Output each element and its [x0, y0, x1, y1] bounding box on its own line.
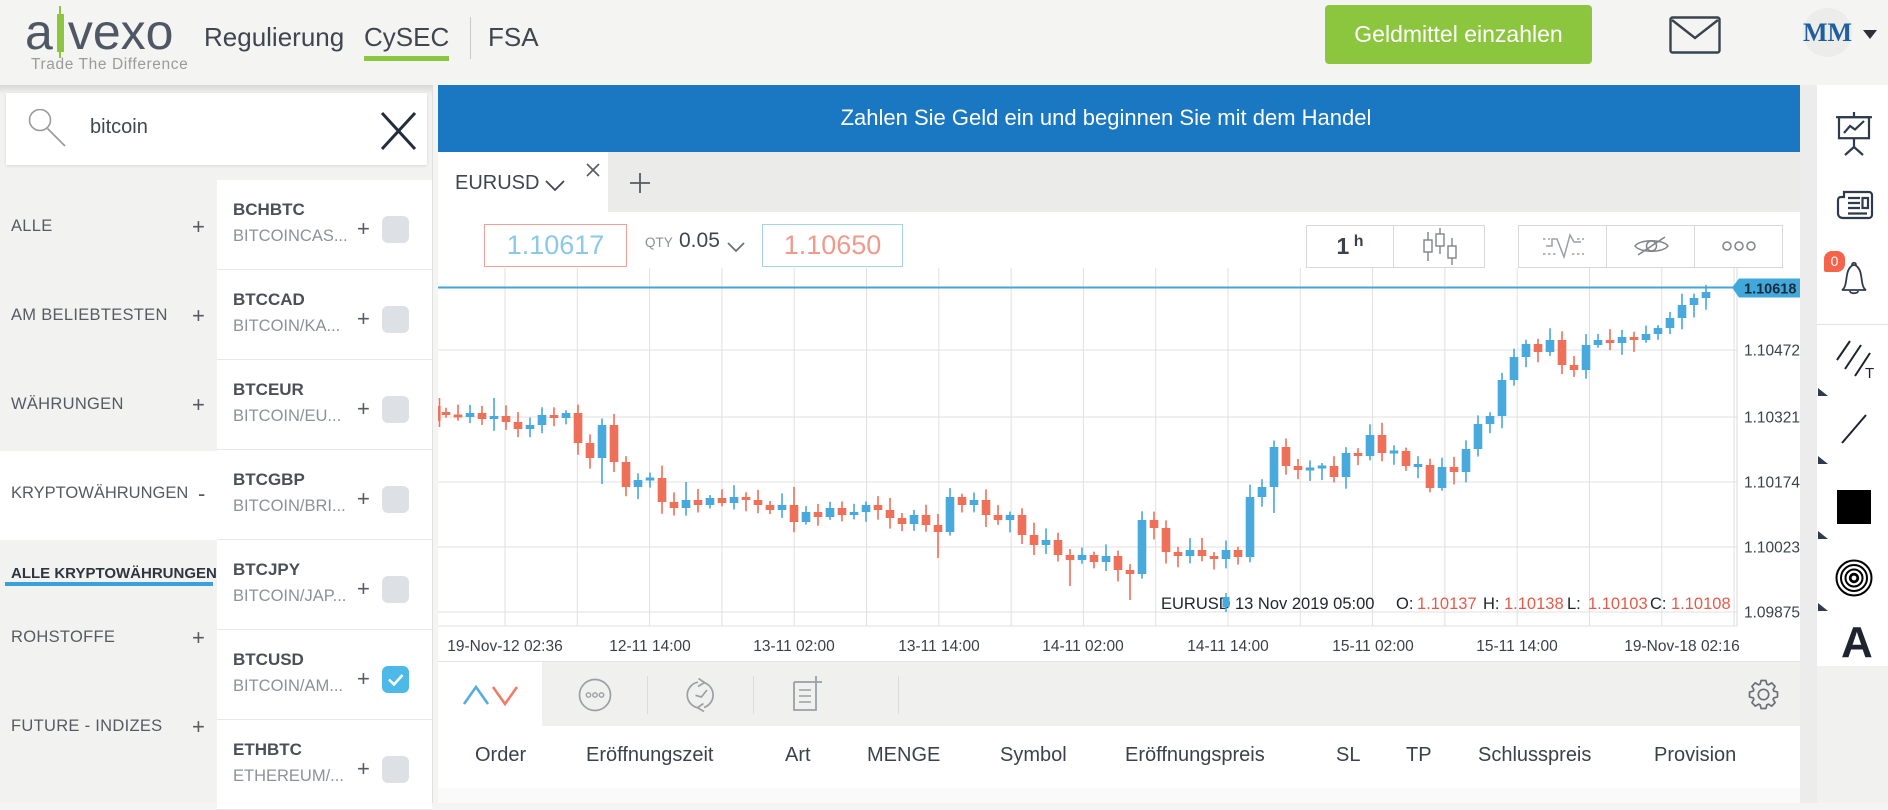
- svg-text:EURUSD: EURUSD: [1161, 595, 1231, 613]
- svg-text:15-11 14:00: 15-11 14:00: [1476, 638, 1558, 655]
- svg-text:1.10108: 1.10108: [1671, 595, 1731, 613]
- svg-text:13 Nov 2019 05:00: 13 Nov 2019 05:00: [1235, 595, 1374, 613]
- svg-text:H:: H:: [1483, 595, 1500, 613]
- svg-text:T: T: [1865, 365, 1874, 381]
- svg-text:1.10138: 1.10138: [1504, 595, 1564, 613]
- svg-text:1.10103: 1.10103: [1588, 595, 1648, 613]
- svg-text:1.09875: 1.09875: [1744, 605, 1800, 622]
- svg-text:19-Nov-12 02:36: 19-Nov-12 02:36: [447, 638, 562, 655]
- svg-text:14-11 02:00: 14-11 02:00: [1042, 638, 1124, 655]
- svg-text:1.10472: 1.10472: [1744, 343, 1800, 360]
- svg-text:L:: L:: [1567, 595, 1581, 613]
- svg-text:1.10321: 1.10321: [1744, 410, 1800, 427]
- svg-text:13-11 02:00: 13-11 02:00: [753, 638, 835, 655]
- svg-text:1.10174: 1.10174: [1744, 475, 1800, 492]
- svg-text:1.10023: 1.10023: [1744, 540, 1800, 557]
- svg-text:12-11 14:00: 12-11 14:00: [609, 638, 691, 655]
- svg-text:14-11 14:00: 14-11 14:00: [1187, 638, 1269, 655]
- svg-text:C:: C:: [1650, 595, 1667, 613]
- svg-text:A: A: [1841, 618, 1873, 666]
- svg-text:1.10618: 1.10618: [1744, 282, 1796, 298]
- svg-text:13-11 14:00: 13-11 14:00: [898, 638, 980, 655]
- svg-text:1.10137: 1.10137: [1417, 595, 1477, 613]
- svg-text:15-11 02:00: 15-11 02:00: [1332, 638, 1414, 655]
- svg-text:O:: O:: [1396, 595, 1413, 613]
- svg-text:19-Nov-18 02:16: 19-Nov-18 02:16: [1624, 638, 1739, 655]
